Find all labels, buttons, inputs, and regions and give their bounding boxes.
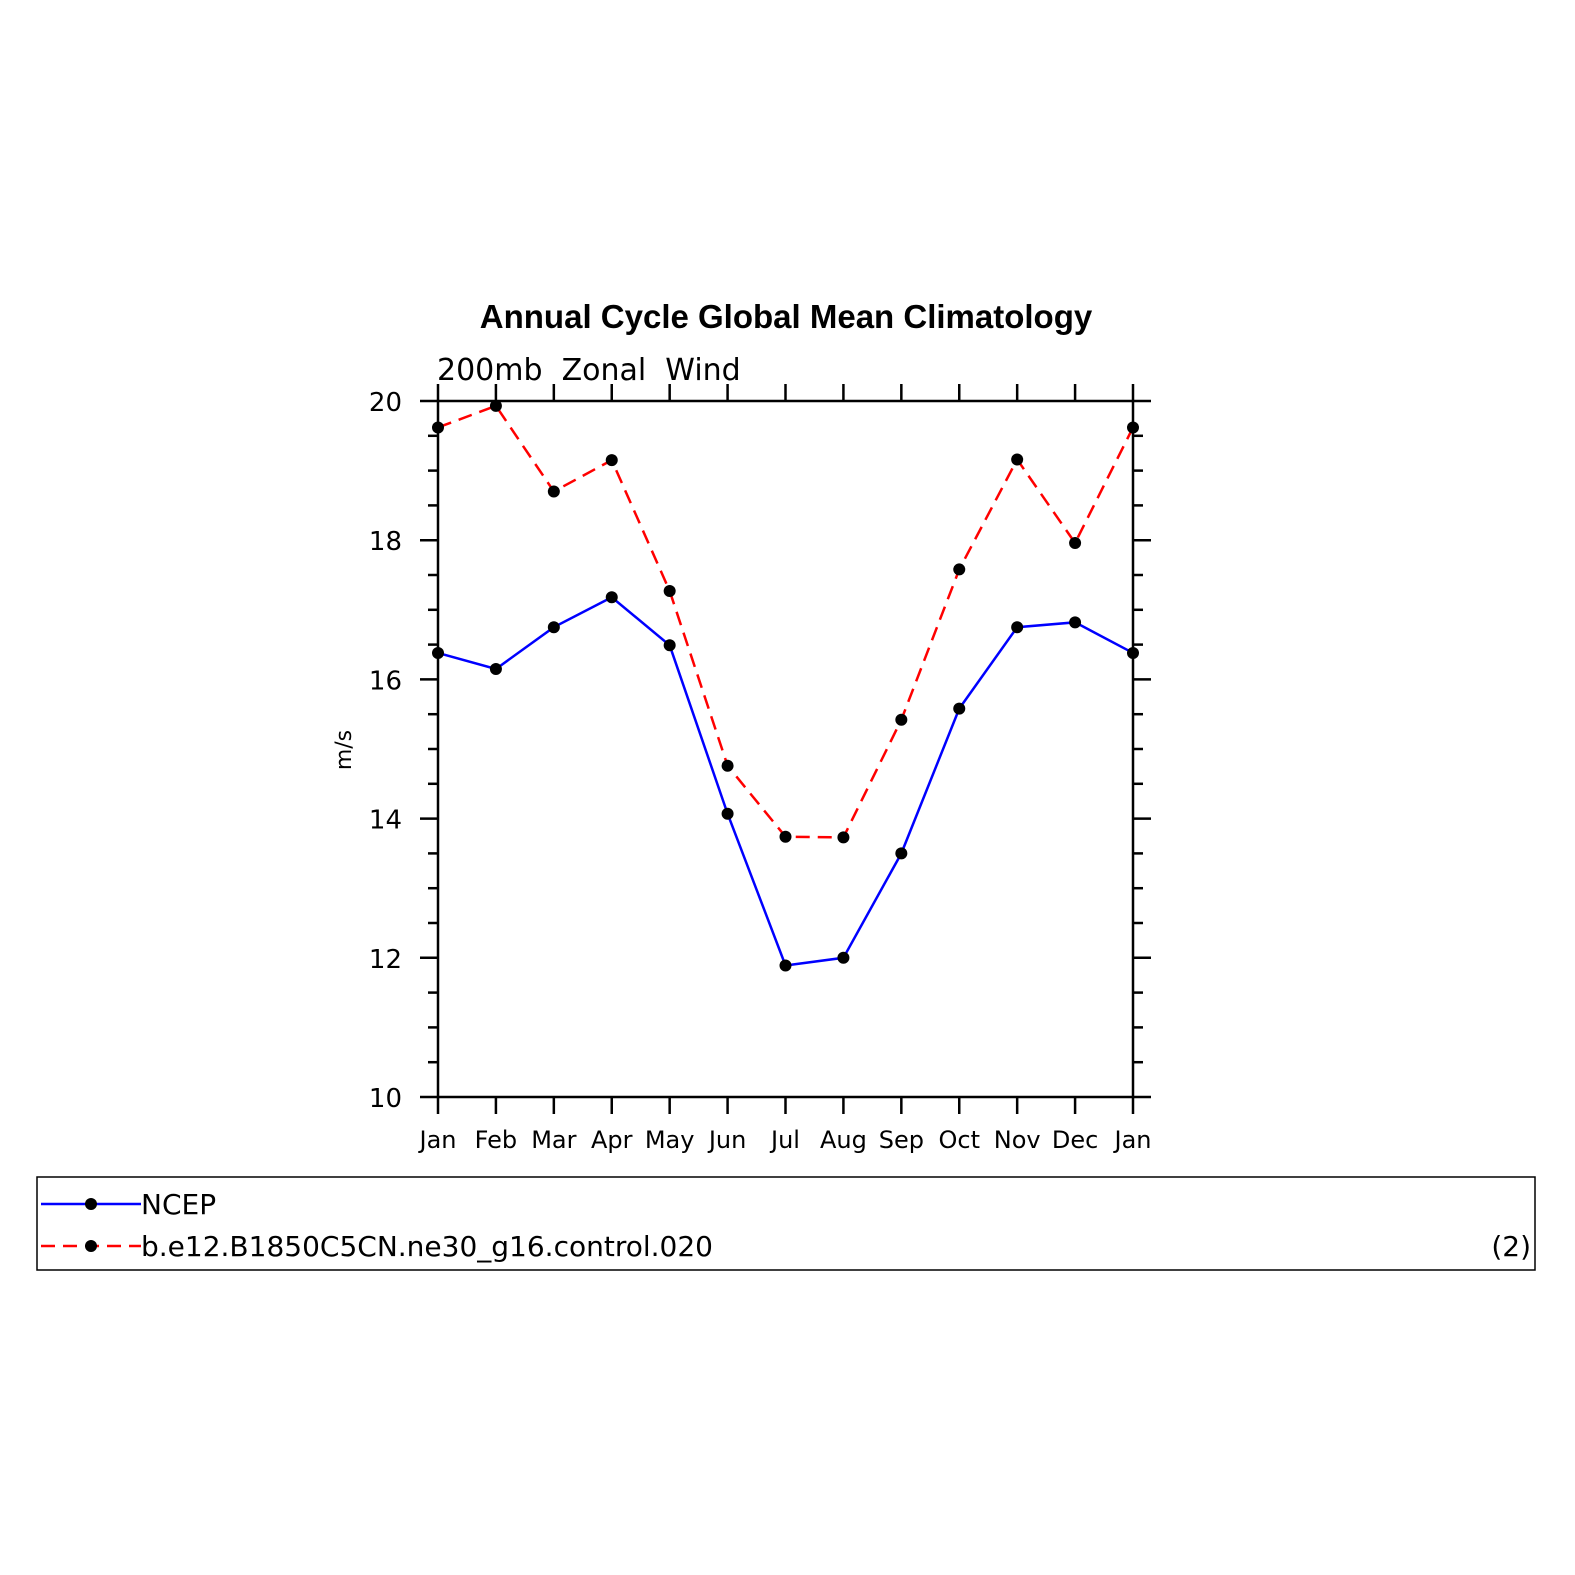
y-tick-label: 10 [369,1084,402,1114]
x-tick-label: Jan [1113,1126,1152,1154]
x-tick-label: Feb [475,1126,518,1154]
x-tick-label: Aug [820,1126,867,1154]
legend: NCEP b.e12.B1850C5CN.ne30_g16.control.020… [36,1176,1536,1271]
x-tick-label: Nov [994,1126,1041,1154]
data-point [1127,646,1139,659]
x-tick-label: Sep [879,1126,924,1154]
legend-box [36,1176,1536,1271]
x-tick-label: Mar [531,1126,576,1154]
legend-note: (2) [1491,1230,1531,1263]
data-point [779,830,792,843]
legend-marker-1 [85,1198,97,1210]
series-line-1 [437,595,1134,967]
legend-label-2: b.e12.B1850C5CN.ne30_g16.control.020 [141,1230,713,1263]
data-point [895,713,908,726]
data-point [1069,536,1082,549]
data-point [721,807,734,820]
y-tick-label: 16 [369,666,402,696]
data-point [953,563,966,576]
y-tick-label: 20 [369,388,402,418]
x-tick-label: Oct [939,1126,981,1154]
y-tick-label: 12 [369,945,402,975]
axes: Jan Feb Mar Apr May Jun Jul Aug Sep Oct Nov Dec Jan 1… [369,384,1152,1154]
data-point [1011,453,1024,466]
x-tick-label: Dec [1052,1126,1098,1154]
x-tick-label: Jun [707,1126,747,1154]
data-point [953,702,966,715]
chart-subtitle: 200mb Zonal Wind [437,353,741,388]
x-tick-label: Jan [418,1126,457,1154]
series-line-2 [437,404,1135,839]
data-point [663,585,676,598]
chart-title: Annual Cycle Global Mean Climatology [480,298,1093,335]
data-point [1011,621,1024,634]
data-point [663,639,676,652]
x-tick-label: May [645,1126,695,1154]
legend-label-1: NCEP [141,1188,216,1221]
data-point [605,454,618,467]
x-tick-label: Apr [591,1126,633,1154]
data-point [547,621,560,634]
series-layer [432,399,1139,972]
data-point [489,399,502,412]
x-tick-label: Jul [769,1126,800,1154]
data-point [489,662,502,675]
y-tick-label: 14 [369,806,402,836]
data-point [837,951,850,964]
data-point [432,646,444,659]
data-point [779,959,792,972]
legend-marker-2 [85,1240,97,1252]
data-point [547,485,560,498]
data-point [1069,616,1082,629]
data-point [1127,421,1139,434]
data-point [605,591,618,604]
data-point [432,421,444,434]
data-point [895,847,908,860]
y-tick-label: 18 [369,527,402,557]
data-point [721,759,734,772]
data-point [837,831,850,844]
plot-frame [436,399,1135,1099]
y-axis-label: m/s [332,730,357,770]
